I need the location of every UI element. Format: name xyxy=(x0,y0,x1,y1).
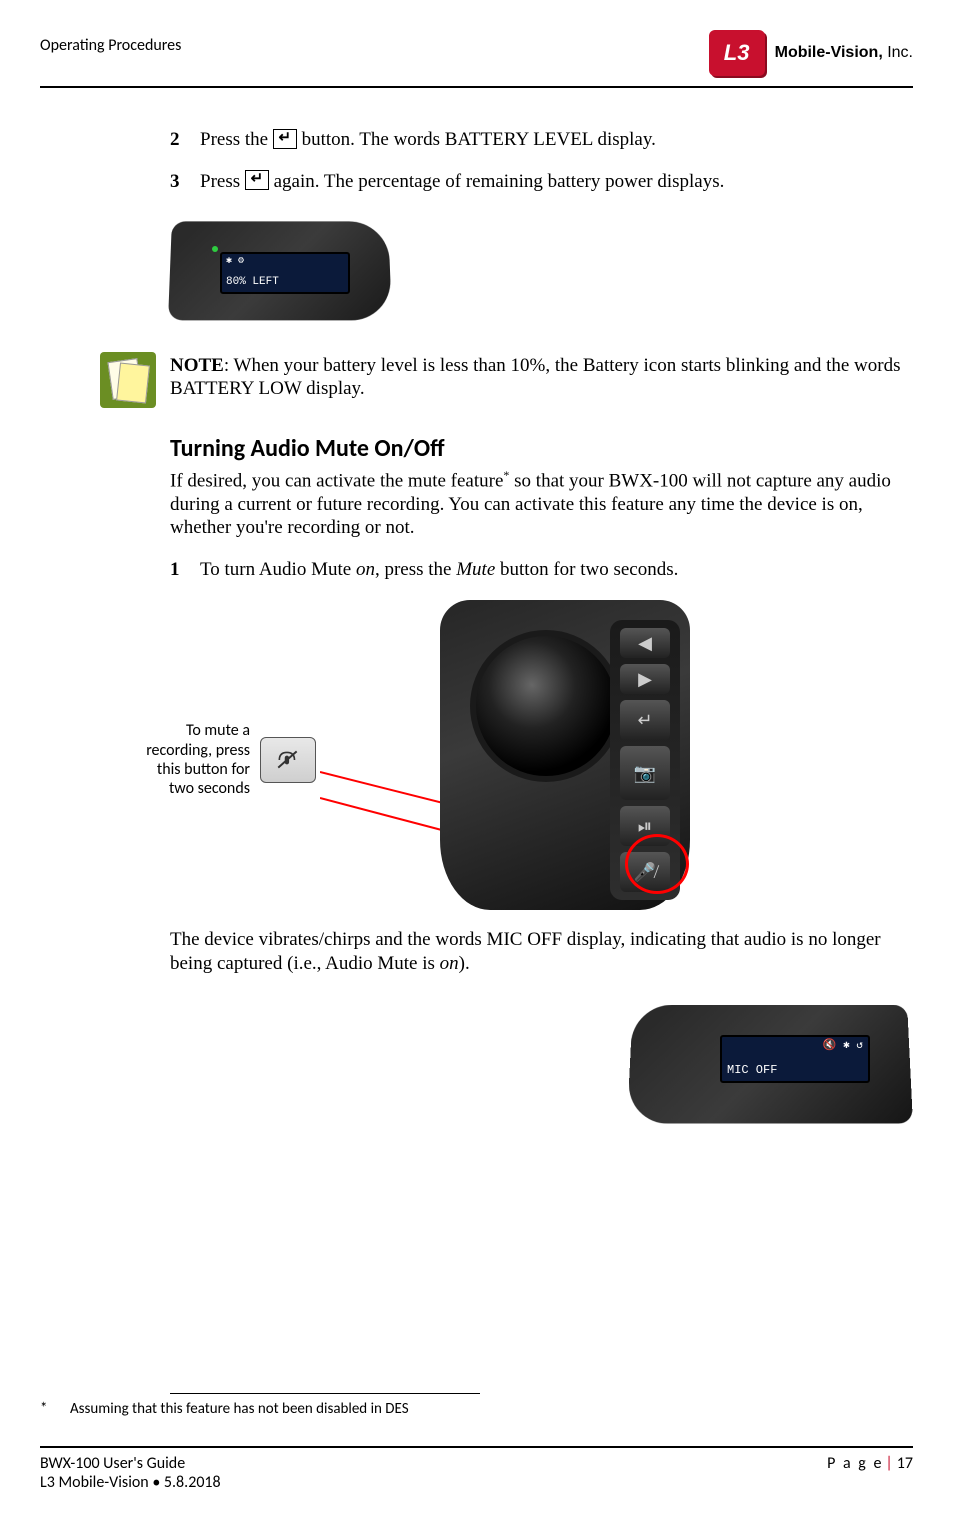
step-text: Press the ↵ button. The words BATTERY LE… xyxy=(200,128,910,152)
logo-brand-rest: Inc. xyxy=(883,44,913,61)
s1b-c: button for two seconds. xyxy=(495,559,678,580)
enter-key-icon: ↵ xyxy=(245,170,269,190)
nav-up-button: ◀ xyxy=(620,628,670,658)
note-label: NOTE xyxy=(170,355,224,376)
section-heading: Turning Audio Mute On/Off xyxy=(170,434,910,464)
device-screen: ✱ ⚙ 80% LEFT xyxy=(220,252,350,294)
enter-key-icon: ↵ xyxy=(273,129,297,149)
logo-badge: L3 xyxy=(709,30,765,76)
footer-right: P a g e|17 xyxy=(827,1454,913,1492)
s1b-on: on xyxy=(356,559,375,580)
callout-l4: two seconds xyxy=(169,779,250,798)
footer-left: BWX-100 User's Guide L3 Mobile-Vision • … xyxy=(40,1454,221,1492)
note-icon xyxy=(100,352,156,408)
main-content: 2 Press the ↵ button. The words BATTERY … xyxy=(170,128,910,1143)
step-1-mute: 1 To turn Audio Mute on, press the Mute … xyxy=(170,558,910,582)
device-top-figure: ✱ ⚙ 80% LEFT xyxy=(170,212,390,332)
footnote-marker: * xyxy=(40,1400,70,1418)
mic-off-device: 🔇 ✱ ↺ MIC OFF xyxy=(630,993,910,1143)
footer-page-label: P a g e xyxy=(827,1454,883,1473)
step2-b: button. The words BATTERY LEVEL display. xyxy=(297,129,656,150)
step3-a: Press xyxy=(200,171,245,192)
step-number: 2 xyxy=(170,128,200,152)
s1b-a: To turn Audio Mute xyxy=(200,559,356,580)
step-3: 3 Press ↵ again. The percentage of remai… xyxy=(170,170,910,194)
note-block: NOTE: When your battery level is less th… xyxy=(100,352,910,408)
step2-a: Press the xyxy=(200,129,273,150)
header-section-title: Operating Procedures xyxy=(40,30,181,55)
s1b-mute: Mute xyxy=(456,559,495,580)
note-text: NOTE: When your battery level is less th… xyxy=(170,352,910,402)
callout-circle xyxy=(625,834,689,894)
result-paragraph: The device vibrates/chirps and the words… xyxy=(170,928,910,976)
footer-l2: L3 Mobile-Vision • 5.8.2018 xyxy=(40,1473,221,1492)
camera-lens xyxy=(470,630,622,782)
footer-page-num: 17 xyxy=(897,1454,913,1473)
screen-text: MIC OFF xyxy=(727,1063,863,1078)
screen-text: 80% LEFT xyxy=(226,276,344,290)
footnote-row: * Assuming that this feature has not bee… xyxy=(40,1400,780,1418)
header-rule xyxy=(40,86,913,88)
step-number: 1 xyxy=(170,558,200,582)
mute-intro-paragraph: If desired, you can activate the mute fe… xyxy=(170,468,910,541)
nav-down-button: ▶ xyxy=(620,664,670,694)
device-screen: 🔇 ✱ ↺ MIC OFF xyxy=(720,1035,870,1083)
footer-l1: BWX-100 User's Guide xyxy=(40,1454,221,1473)
logo-brand-bold: Mobile-Vision, xyxy=(775,44,883,61)
footnote-area: * Assuming that this feature has not bee… xyxy=(40,1385,780,1418)
screen-icons: ✱ ⚙ xyxy=(226,256,344,269)
callout-l1: To mute a xyxy=(186,721,250,740)
mic-mute-icon xyxy=(275,749,301,771)
footer-sep: | xyxy=(885,1454,894,1473)
note-body: : When your battery level is less than 1… xyxy=(170,355,901,400)
result-a: The device vibrates/chirps and the words… xyxy=(170,929,881,974)
callout-l3: this button for xyxy=(157,760,250,779)
step-2: 2 Press the ↵ button. The words BATTERY … xyxy=(170,128,910,152)
step-text: To turn Audio Mute on, press the Mute bu… xyxy=(200,558,910,582)
result-b: ). xyxy=(459,953,470,974)
device-led xyxy=(212,246,218,252)
footnote-text: Assuming that this feature has not been … xyxy=(70,1400,409,1418)
callout-text: To mute a recording, press this button f… xyxy=(110,721,250,798)
enter-button: ↵ xyxy=(620,700,670,740)
snapshot-button: 📷 xyxy=(620,746,670,800)
brand-logo: L3 Mobile-Vision, Inc. xyxy=(709,30,913,76)
step-text: Press ↵ again. The percentage of remaini… xyxy=(200,170,910,194)
step3-b: again. The percentage of remaining batte… xyxy=(269,171,724,192)
logo-text: Mobile-Vision, Inc. xyxy=(775,44,913,62)
page-header: Operating Procedures L3 Mobile-Vision, I… xyxy=(40,30,913,76)
s1b-b: , press the xyxy=(375,559,456,580)
callout-l2: recording, press xyxy=(146,741,250,760)
mute-callout-figure: To mute a recording, press this button f… xyxy=(110,600,910,920)
screen-icons: 🔇 ✱ ↺ xyxy=(727,1040,863,1054)
mic-off-figure: 🔇 ✱ ↺ MIC OFF xyxy=(170,993,910,1143)
footnote-rule xyxy=(170,1393,480,1394)
mute-button-icon xyxy=(260,737,316,783)
step-number: 3 xyxy=(170,170,200,194)
document-page: Operating Procedures L3 Mobile-Vision, I… xyxy=(0,0,973,1518)
result-on: on xyxy=(440,953,459,974)
mute-para-a: If desired, you can activate the mute fe… xyxy=(170,470,503,491)
page-footer: BWX-100 User's Guide L3 Mobile-Vision • … xyxy=(40,1446,913,1492)
